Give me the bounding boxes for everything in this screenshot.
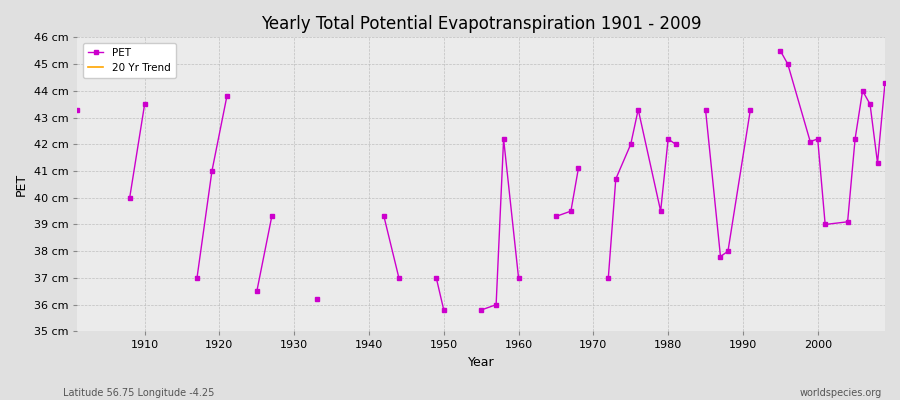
Y-axis label: PET: PET — [15, 173, 28, 196]
Title: Yearly Total Potential Evapotranspiration 1901 - 2009: Yearly Total Potential Evapotranspiratio… — [261, 15, 701, 33]
Legend: PET, 20 Yr Trend: PET, 20 Yr Trend — [83, 42, 176, 78]
Text: Latitude 56.75 Longitude -4.25: Latitude 56.75 Longitude -4.25 — [63, 388, 214, 398]
Text: worldspecies.org: worldspecies.org — [800, 388, 882, 398]
X-axis label: Year: Year — [468, 356, 494, 369]
